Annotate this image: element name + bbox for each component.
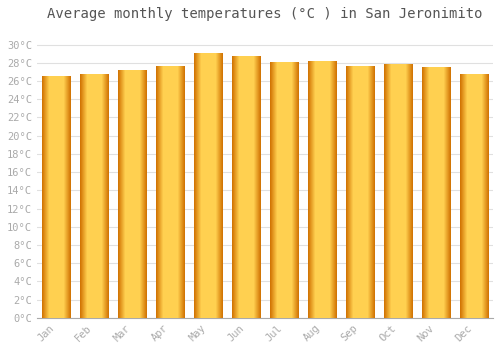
Bar <box>156 66 184 318</box>
Bar <box>80 75 108 318</box>
Bar <box>308 62 336 318</box>
Bar <box>384 64 412 318</box>
Bar <box>42 76 70 318</box>
Bar <box>270 63 298 318</box>
Bar <box>346 66 374 318</box>
Bar <box>194 54 222 318</box>
Title: Average monthly temperatures (°C ) in San Jeronimito: Average monthly temperatures (°C ) in Sa… <box>47 7 482 21</box>
Bar <box>422 67 450 318</box>
Bar <box>118 70 146 318</box>
Bar <box>232 56 260 318</box>
Bar <box>460 75 488 318</box>
